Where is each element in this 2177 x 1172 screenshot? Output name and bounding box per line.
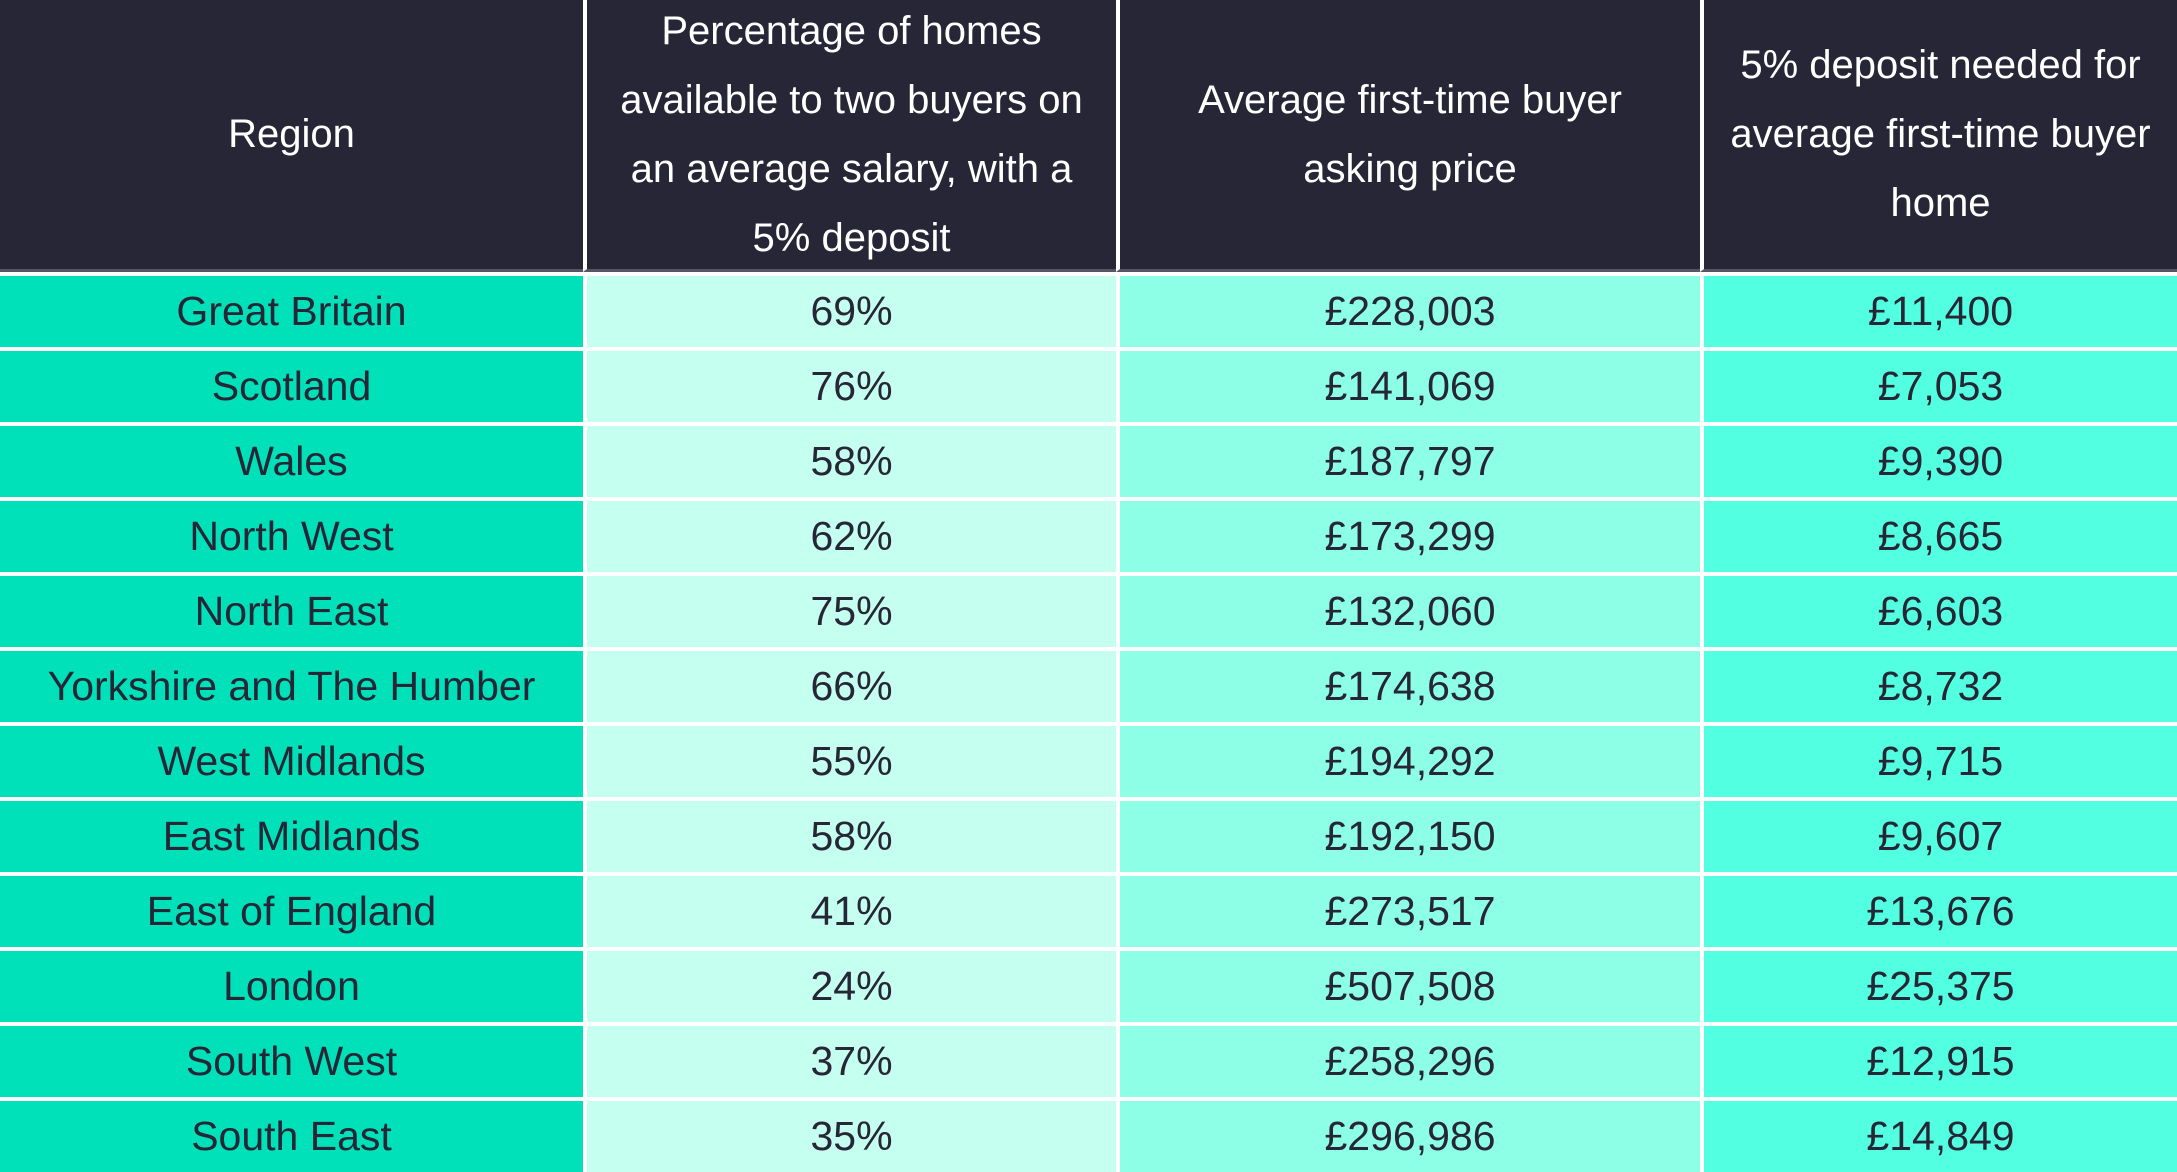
- percentage-cell: 41%: [583, 872, 1116, 947]
- percentage-cell: 35%: [583, 1097, 1116, 1172]
- price-cell: £273,517: [1116, 872, 1700, 947]
- deposit-cell: £9,607: [1700, 797, 2177, 872]
- price-cell: £228,003: [1116, 272, 1700, 347]
- deposit-cell: £13,676: [1700, 872, 2177, 947]
- percentage-cell: 69%: [583, 272, 1116, 347]
- region-cell: East of England: [0, 872, 583, 947]
- deposit-cell: £6,603: [1700, 572, 2177, 647]
- percentage-cell: 24%: [583, 947, 1116, 1022]
- price-cell: £507,508: [1116, 947, 1700, 1022]
- price-cell: £132,060: [1116, 572, 1700, 647]
- percentage-cell: 75%: [583, 572, 1116, 647]
- deposit-cell: £25,375: [1700, 947, 2177, 1022]
- percentage-cell: 55%: [583, 722, 1116, 797]
- price-cell: £173,299: [1116, 497, 1700, 572]
- deposit-cell: £12,915: [1700, 1022, 2177, 1097]
- region-cell: South West: [0, 1022, 583, 1097]
- price-cell: £187,797: [1116, 422, 1700, 497]
- region-cell: North West: [0, 497, 583, 572]
- percentage-cell: 66%: [583, 647, 1116, 722]
- percentage-cell: 58%: [583, 422, 1116, 497]
- price-cell: £141,069: [1116, 347, 1700, 422]
- header-region: Region: [0, 0, 583, 272]
- price-cell: £194,292: [1116, 722, 1700, 797]
- deposit-cell: £8,732: [1700, 647, 2177, 722]
- header-deposit-needed: 5% deposit needed for average first-time…: [1700, 0, 2177, 272]
- price-cell: £174,638: [1116, 647, 1700, 722]
- percentage-cell: 58%: [583, 797, 1116, 872]
- region-cell: North East: [0, 572, 583, 647]
- region-cell: Wales: [0, 422, 583, 497]
- deposit-cell: £9,715: [1700, 722, 2177, 797]
- region-cell: London: [0, 947, 583, 1022]
- deposit-cell: £7,053: [1700, 347, 2177, 422]
- price-cell: £192,150: [1116, 797, 1700, 872]
- price-cell: £296,986: [1116, 1097, 1700, 1172]
- price-cell: £258,296: [1116, 1022, 1700, 1097]
- region-cell: Great Britain: [0, 272, 583, 347]
- deposit-cell: £14,849: [1700, 1097, 2177, 1172]
- deposit-cell: £8,665: [1700, 497, 2177, 572]
- percentage-cell: 62%: [583, 497, 1116, 572]
- region-cell: East Midlands: [0, 797, 583, 872]
- deposit-cell: £11,400: [1700, 272, 2177, 347]
- header-average-asking-price: Average first-time buyer asking price: [1116, 0, 1700, 272]
- percentage-cell: 76%: [583, 347, 1116, 422]
- deposit-cell: £9,390: [1700, 422, 2177, 497]
- region-cell: West Midlands: [0, 722, 583, 797]
- header-percentage-available: Percentage of homes available to two buy…: [583, 0, 1116, 272]
- percentage-cell: 37%: [583, 1022, 1116, 1097]
- region-cell: Scotland: [0, 347, 583, 422]
- region-cell: South East: [0, 1097, 583, 1172]
- region-cell: Yorkshire and The Humber: [0, 647, 583, 722]
